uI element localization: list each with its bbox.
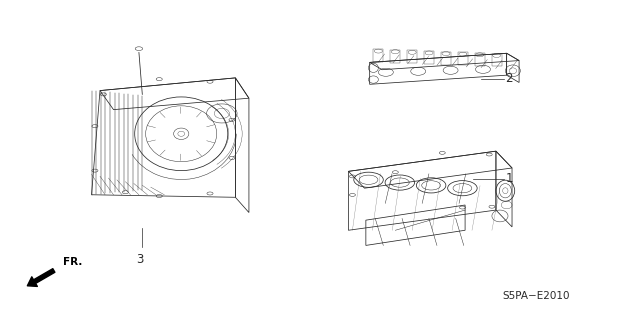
- Text: 1: 1: [505, 172, 513, 185]
- Text: S5PA−E2010: S5PA−E2010: [502, 291, 570, 301]
- FancyArrowPatch shape: [28, 269, 55, 286]
- Text: 3: 3: [136, 253, 143, 265]
- Text: FR.: FR.: [63, 257, 83, 267]
- Text: 2: 2: [505, 72, 513, 85]
